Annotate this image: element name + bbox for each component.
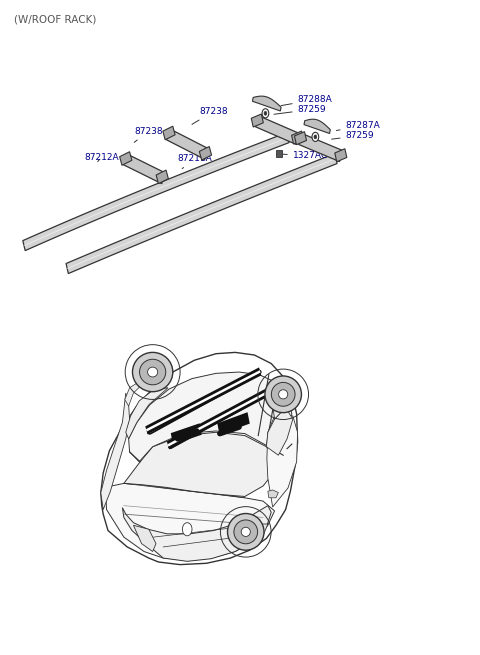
Ellipse shape: [228, 514, 264, 550]
Polygon shape: [123, 154, 165, 183]
Polygon shape: [124, 432, 275, 496]
Text: 87238: 87238: [134, 126, 163, 142]
Polygon shape: [304, 119, 330, 134]
Polygon shape: [66, 153, 337, 274]
Text: 1327AC: 1327AC: [281, 151, 328, 160]
Circle shape: [264, 111, 267, 115]
Polygon shape: [252, 96, 281, 111]
Ellipse shape: [241, 527, 251, 536]
Ellipse shape: [278, 390, 288, 399]
Polygon shape: [168, 385, 279, 447]
Polygon shape: [122, 506, 271, 561]
Polygon shape: [267, 416, 298, 507]
FancyBboxPatch shape: [276, 150, 282, 157]
Polygon shape: [291, 131, 304, 144]
Polygon shape: [23, 132, 289, 251]
Ellipse shape: [132, 352, 173, 392]
Polygon shape: [217, 412, 250, 435]
Polygon shape: [294, 132, 307, 145]
Polygon shape: [251, 114, 264, 127]
Circle shape: [182, 523, 192, 536]
Polygon shape: [167, 383, 279, 449]
Ellipse shape: [148, 367, 157, 377]
Circle shape: [262, 109, 269, 118]
Text: 87288A: 87288A: [281, 95, 332, 105]
Text: 87238: 87238: [192, 107, 228, 124]
Polygon shape: [101, 393, 130, 510]
Polygon shape: [145, 367, 261, 434]
Polygon shape: [106, 483, 275, 560]
Polygon shape: [125, 383, 140, 406]
Text: 87259: 87259: [332, 131, 374, 140]
Polygon shape: [126, 388, 168, 439]
Ellipse shape: [234, 520, 258, 544]
Text: 87211A: 87211A: [178, 154, 212, 168]
Polygon shape: [133, 525, 156, 552]
Polygon shape: [146, 370, 261, 432]
Polygon shape: [120, 152, 132, 165]
Polygon shape: [129, 372, 292, 462]
Polygon shape: [199, 147, 212, 160]
Ellipse shape: [271, 383, 295, 406]
Text: 87212A: 87212A: [84, 153, 119, 162]
Polygon shape: [101, 352, 298, 565]
Circle shape: [314, 135, 317, 139]
Polygon shape: [299, 133, 342, 162]
Polygon shape: [268, 490, 278, 498]
Polygon shape: [271, 381, 290, 419]
Circle shape: [312, 132, 319, 141]
Polygon shape: [255, 115, 299, 145]
Polygon shape: [250, 524, 268, 545]
Polygon shape: [167, 129, 208, 159]
Polygon shape: [335, 149, 347, 162]
Text: 87259: 87259: [274, 105, 326, 114]
Polygon shape: [163, 126, 175, 140]
Polygon shape: [171, 423, 202, 445]
Polygon shape: [266, 407, 293, 455]
Polygon shape: [156, 170, 168, 183]
Ellipse shape: [265, 376, 301, 413]
Ellipse shape: [140, 359, 166, 385]
Text: 87287A: 87287A: [336, 121, 380, 130]
Text: (W/ROOF RACK): (W/ROOF RACK): [14, 14, 97, 24]
